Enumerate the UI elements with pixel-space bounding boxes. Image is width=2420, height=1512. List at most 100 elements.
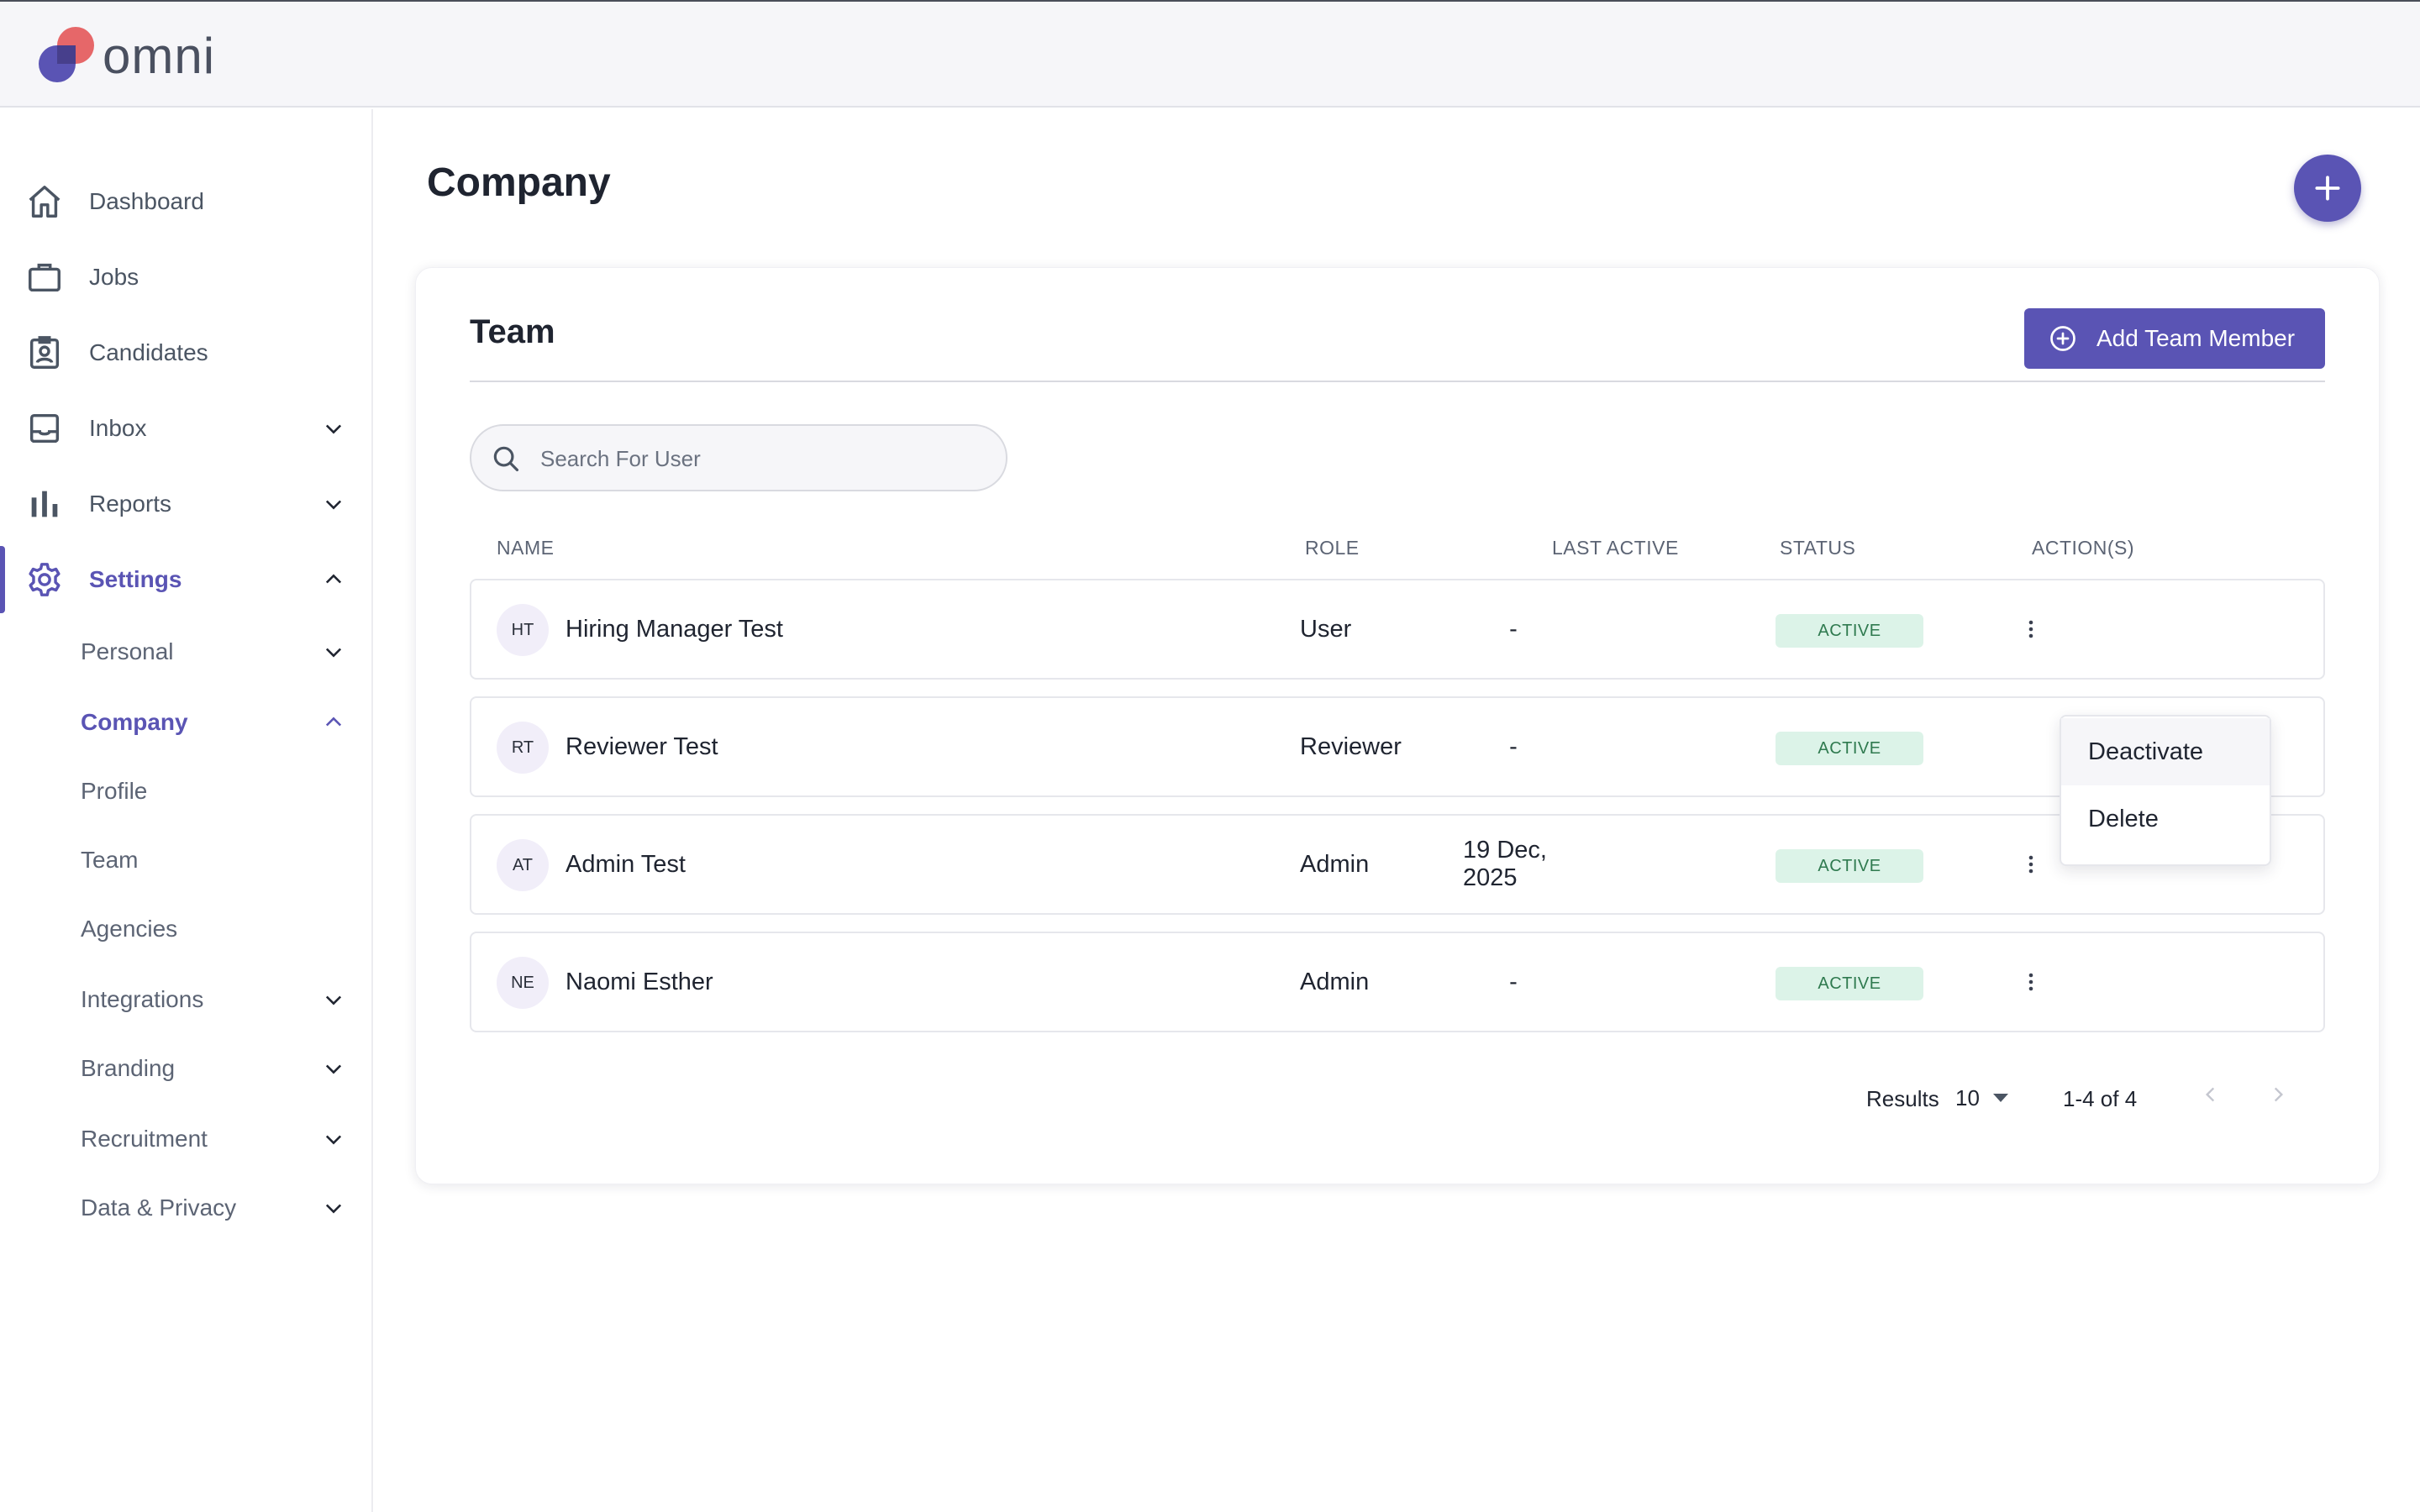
plus-circle-icon xyxy=(2048,323,2078,354)
member-last-active: 19 Dec, 2025 xyxy=(1463,837,1547,891)
member-role: Admin xyxy=(1300,850,1370,878)
member-name: Naomi Esther xyxy=(566,968,713,995)
sidebar-subitem-label: Branding xyxy=(81,1055,176,1081)
deactivate-menu-item[interactable]: Deactivate xyxy=(2061,718,2270,785)
table-row[interactable]: NE Naomi Esther Admin - ACTIVE xyxy=(470,932,2325,1032)
sidebar-subitem-agencies[interactable]: Agencies xyxy=(0,906,371,953)
menu-item-label: Delete xyxy=(2088,805,2159,832)
home-icon xyxy=(25,182,64,221)
table-row[interactable]: AT Admin Test Admin 19 Dec, 2025 ACTIVE xyxy=(470,814,2325,915)
add-team-member-label: Add Team Member xyxy=(2096,325,2296,351)
gear-icon xyxy=(25,560,64,599)
avatar: AT xyxy=(497,839,549,891)
plus-icon xyxy=(2312,172,2344,204)
chevron-up-icon[interactable] xyxy=(319,708,348,737)
sidebar-subitem-integrations[interactable]: Integrations xyxy=(0,976,371,1023)
page-size-select[interactable]: 10 xyxy=(1955,1079,2010,1116)
inbox-icon xyxy=(25,409,64,448)
chevron-down-icon[interactable] xyxy=(319,1194,348,1222)
sidebar-subitem-personal[interactable]: Personal xyxy=(0,628,371,675)
sidebar-item-label: Dashboard xyxy=(89,188,204,214)
previous-page-button[interactable] xyxy=(2192,1076,2229,1113)
sidebar-item-jobs[interactable]: Jobs xyxy=(0,252,371,302)
member-role: User xyxy=(1300,615,1352,643)
sidebar-item-settings[interactable]: Settings xyxy=(0,554,371,605)
member-last-active: - xyxy=(1509,615,1518,643)
sidebar-item-reports[interactable]: Reports xyxy=(0,479,371,529)
sidebar-item-label: Inbox xyxy=(89,415,147,441)
sidebar-subitem-label: Agencies xyxy=(81,916,178,942)
chevron-up-icon[interactable] xyxy=(319,565,348,594)
more-actions-button[interactable] xyxy=(2016,967,2046,997)
sidebar-item-label: Jobs xyxy=(89,264,139,290)
table-row[interactable]: RT Reviewer Test Reviewer - ACTIVE xyxy=(470,696,2325,797)
more-actions-button[interactable] xyxy=(2016,614,2046,644)
sidebar-subitem-label: Data & Privacy xyxy=(81,1194,237,1221)
status-badge: ACTIVE xyxy=(1776,614,1923,648)
more-actions-button[interactable] xyxy=(2016,849,2046,879)
search-input[interactable] xyxy=(539,438,979,480)
sidebar-subitem-branding[interactable]: Branding xyxy=(0,1045,371,1092)
top-bar: omni xyxy=(0,0,2420,108)
id-badge-icon xyxy=(25,333,64,372)
chevron-down-icon[interactable] xyxy=(319,414,348,443)
sidebar-item-dashboard[interactable]: Dashboard xyxy=(0,176,371,227)
chevron-down-icon[interactable] xyxy=(319,1125,348,1153)
member-last-active: - xyxy=(1509,968,1518,995)
caret-down-icon xyxy=(1991,1092,2010,1104)
divider xyxy=(470,381,2325,382)
chevron-down-icon[interactable] xyxy=(319,985,348,1014)
next-page-button[interactable] xyxy=(2260,1076,2296,1113)
sidebar-subitem-label: Team xyxy=(81,847,139,873)
chevron-down-icon[interactable] xyxy=(319,1054,348,1083)
page-title: Company xyxy=(427,160,611,205)
chevron-right-icon xyxy=(2267,1084,2289,1105)
sidebar-subitem-label: Company xyxy=(81,709,188,735)
menu-item-label: Deactivate xyxy=(2088,738,2204,765)
table-row[interactable]: HT Hiring Manager Test User - ACTIVE xyxy=(470,579,2325,680)
create-button[interactable] xyxy=(2294,155,2361,222)
avatar: HT xyxy=(497,604,549,656)
column-header-actions: ACTION(S) xyxy=(2032,537,2135,559)
sidebar-item-label: Reports xyxy=(89,491,172,517)
sidebar-subitem-profile[interactable]: Profile xyxy=(0,768,371,815)
team-card: Team Add Team Member NAME ROLE LAST ACTI… xyxy=(415,267,2380,1184)
avatar: NE xyxy=(497,957,549,1009)
page-size-value: 10 xyxy=(1955,1084,1980,1110)
add-team-member-button[interactable]: Add Team Member xyxy=(2024,308,2325,369)
sidebar-item-label: Settings xyxy=(89,566,182,592)
active-indicator xyxy=(0,546,5,613)
kebab-menu-icon xyxy=(2027,854,2035,874)
search-box xyxy=(470,424,1007,491)
sidebar-item-inbox[interactable]: Inbox xyxy=(0,403,371,454)
member-last-active: - xyxy=(1509,732,1518,760)
logo-text: omni xyxy=(103,27,216,84)
member-role: Reviewer xyxy=(1300,732,1402,760)
sidebar-item-candidates[interactable]: Candidates xyxy=(0,328,371,378)
search-icon xyxy=(490,443,522,479)
briefcase-icon xyxy=(25,258,64,297)
sidebar-subitem-team[interactable]: Team xyxy=(0,837,371,884)
sidebar-subitem-label: Personal xyxy=(81,638,174,664)
column-header-role: ROLE xyxy=(1305,537,1360,559)
delete-menu-item[interactable]: Delete xyxy=(2061,785,2270,853)
sidebar-item-label: Candidates xyxy=(89,339,208,365)
chevron-down-icon[interactable] xyxy=(319,490,348,518)
member-name: Hiring Manager Test xyxy=(566,615,783,643)
column-header-name: NAME xyxy=(497,537,555,559)
column-header-last-active: LAST ACTIVE xyxy=(1552,537,1679,559)
kebab-menu-icon xyxy=(2027,619,2035,639)
member-name: Reviewer Test xyxy=(566,732,718,760)
chevron-down-icon[interactable] xyxy=(319,638,348,666)
sidebar-subitem-company[interactable]: Company xyxy=(0,699,371,746)
kebab-menu-icon xyxy=(2027,972,2035,992)
sidebar-subitem-recruitment[interactable]: Recruitment xyxy=(0,1116,371,1163)
omni-logo[interactable]: omni xyxy=(39,25,215,86)
row-action-menu: Deactivate Delete xyxy=(2060,715,2271,866)
sidebar-subitem-label: Recruitment xyxy=(81,1126,208,1152)
team-title: Team xyxy=(470,313,555,350)
pagination-range: 1-4 of 4 xyxy=(2063,1086,2138,1111)
status-badge: ACTIVE xyxy=(1776,849,1923,883)
sidebar-subitem-label: Profile xyxy=(81,778,148,804)
sidebar-subitem-data-privacy[interactable]: Data & Privacy xyxy=(0,1184,371,1231)
